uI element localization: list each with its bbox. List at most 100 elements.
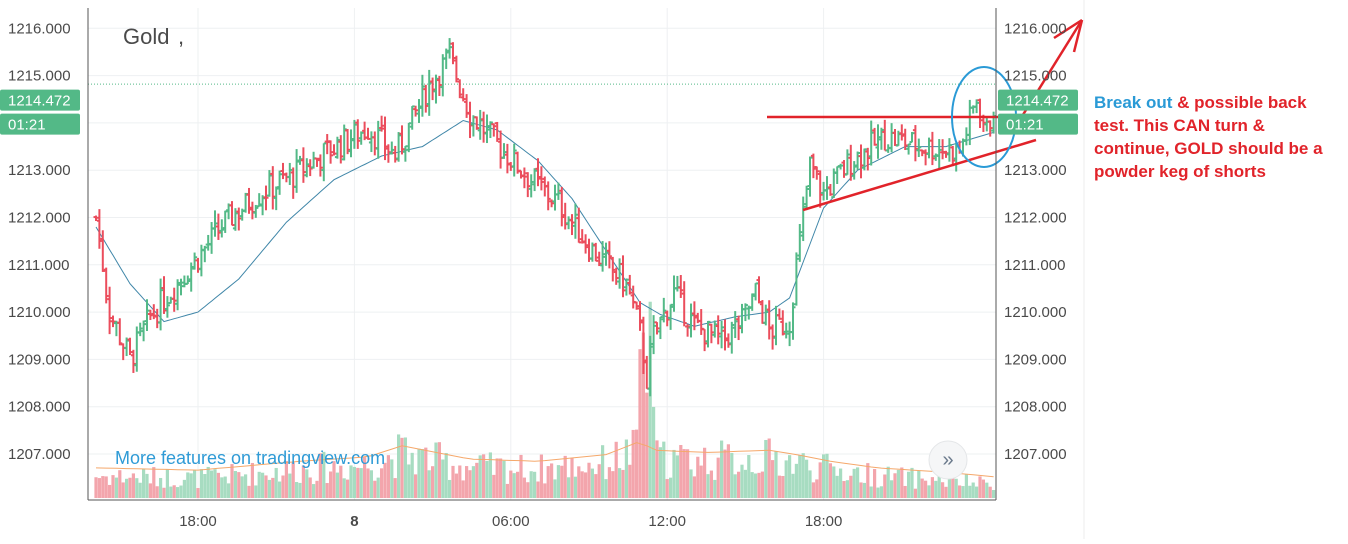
volume-bar bbox=[414, 474, 418, 498]
volume-bar bbox=[193, 469, 197, 498]
ohlc-bar bbox=[875, 124, 881, 159]
volume-bar bbox=[516, 471, 520, 498]
tradingview-watermark[interactable]: More features on tradingview.com bbox=[115, 448, 385, 468]
ohlc-bar bbox=[379, 115, 385, 132]
volume-bar bbox=[587, 462, 591, 498]
volume-bar bbox=[451, 465, 455, 498]
volume-bar bbox=[726, 444, 730, 498]
volume-bar bbox=[380, 468, 384, 498]
volume-bar bbox=[550, 463, 554, 498]
ohlc-bar bbox=[256, 193, 262, 208]
ohlc-bar bbox=[535, 158, 541, 187]
volume-bar bbox=[947, 475, 951, 498]
ohlc-bar bbox=[338, 135, 344, 164]
volume-bar bbox=[315, 480, 319, 498]
volume-bar bbox=[618, 468, 622, 498]
ohlc-bar bbox=[943, 150, 949, 158]
volume-bar bbox=[125, 478, 129, 498]
volume-bar bbox=[335, 472, 339, 498]
ohlc-bar bbox=[569, 214, 575, 236]
ohlc-bar bbox=[770, 324, 776, 350]
ohlc-bar bbox=[729, 321, 735, 354]
ohlc-bar bbox=[413, 105, 419, 117]
volume-bar bbox=[220, 477, 224, 498]
volume-bar bbox=[696, 456, 700, 498]
ohlc-bar bbox=[555, 182, 561, 200]
ohlc-bar bbox=[487, 121, 493, 139]
volume-bar bbox=[903, 485, 907, 498]
ohlc-bar bbox=[702, 328, 708, 352]
ohlc-bar bbox=[906, 143, 912, 155]
ohlc-bar bbox=[436, 75, 442, 96]
ohlc-bar bbox=[929, 131, 935, 166]
volume-bar bbox=[992, 490, 996, 498]
ohlc-bar bbox=[297, 155, 303, 165]
ohlc-bar bbox=[593, 242, 599, 262]
ohlc-bar bbox=[800, 196, 806, 242]
volume-bar bbox=[757, 472, 761, 498]
volume-bar bbox=[227, 483, 231, 498]
volume-bar bbox=[655, 440, 659, 498]
volume-bar bbox=[641, 332, 645, 498]
ohlc-bar bbox=[753, 282, 759, 301]
ohlc-bar bbox=[287, 162, 293, 185]
volume-bar bbox=[900, 467, 904, 498]
volume-bar bbox=[774, 451, 778, 498]
ohlc-bar bbox=[406, 122, 412, 153]
arrow-head-right bbox=[1072, 19, 1084, 53]
volume-bar bbox=[295, 482, 299, 498]
left-price-label: 1210.000 bbox=[8, 304, 71, 321]
volume-bar bbox=[794, 463, 798, 498]
volume-bar bbox=[284, 460, 288, 498]
volume-bar bbox=[519, 454, 523, 498]
volume-bar bbox=[665, 479, 669, 498]
ohlc-bar bbox=[365, 127, 371, 140]
ohlc-bar bbox=[640, 316, 646, 375]
volume-moving-average bbox=[95, 442, 994, 478]
ohlc-bar bbox=[610, 256, 616, 282]
volume-bar bbox=[832, 466, 836, 498]
ohlc-bar bbox=[222, 210, 228, 233]
volume-bar bbox=[845, 480, 849, 498]
ohlc-bar bbox=[511, 143, 517, 177]
ohlc-bar bbox=[307, 159, 313, 177]
ohlc-bar bbox=[654, 321, 660, 335]
volume-bar bbox=[652, 406, 656, 498]
ohlc-bar bbox=[300, 147, 306, 183]
volume-bar bbox=[145, 473, 149, 498]
volume-bar bbox=[264, 475, 268, 498]
volume-bar bbox=[94, 477, 98, 498]
ohlc-bar bbox=[219, 219, 225, 238]
volume-bar bbox=[308, 477, 312, 498]
ohlc-bar bbox=[668, 303, 674, 330]
ohlc-bar bbox=[246, 187, 252, 214]
volume-bar bbox=[533, 471, 537, 498]
volume-bar bbox=[648, 301, 652, 498]
volume-bar bbox=[189, 473, 193, 498]
volume-bar bbox=[560, 465, 564, 498]
volume-bar bbox=[577, 466, 581, 498]
ohlc-bar bbox=[358, 131, 364, 145]
volume-bar bbox=[815, 479, 819, 498]
volume-bar bbox=[849, 475, 853, 498]
volume-bar bbox=[706, 474, 710, 498]
volume-bar bbox=[750, 472, 754, 498]
volume-bar bbox=[403, 437, 407, 498]
scroll-to-realtime-button[interactable]: » bbox=[928, 440, 968, 480]
volume-bar bbox=[539, 454, 543, 498]
ohlc-bar bbox=[402, 145, 408, 162]
volume-bar bbox=[546, 466, 550, 498]
volume-bar bbox=[890, 480, 894, 498]
ohlc-bar bbox=[355, 119, 361, 149]
volume-bar bbox=[954, 478, 958, 498]
right-last-price-label: 1214.472 bbox=[1006, 93, 1069, 110]
ohlc-bar bbox=[215, 213, 221, 240]
ohlc-bar bbox=[345, 128, 351, 155]
volume-bar bbox=[118, 470, 122, 498]
volume-bar bbox=[444, 452, 448, 498]
volume-bar bbox=[573, 476, 577, 498]
ohlc-bar bbox=[430, 77, 436, 101]
volume-bar bbox=[165, 469, 169, 498]
